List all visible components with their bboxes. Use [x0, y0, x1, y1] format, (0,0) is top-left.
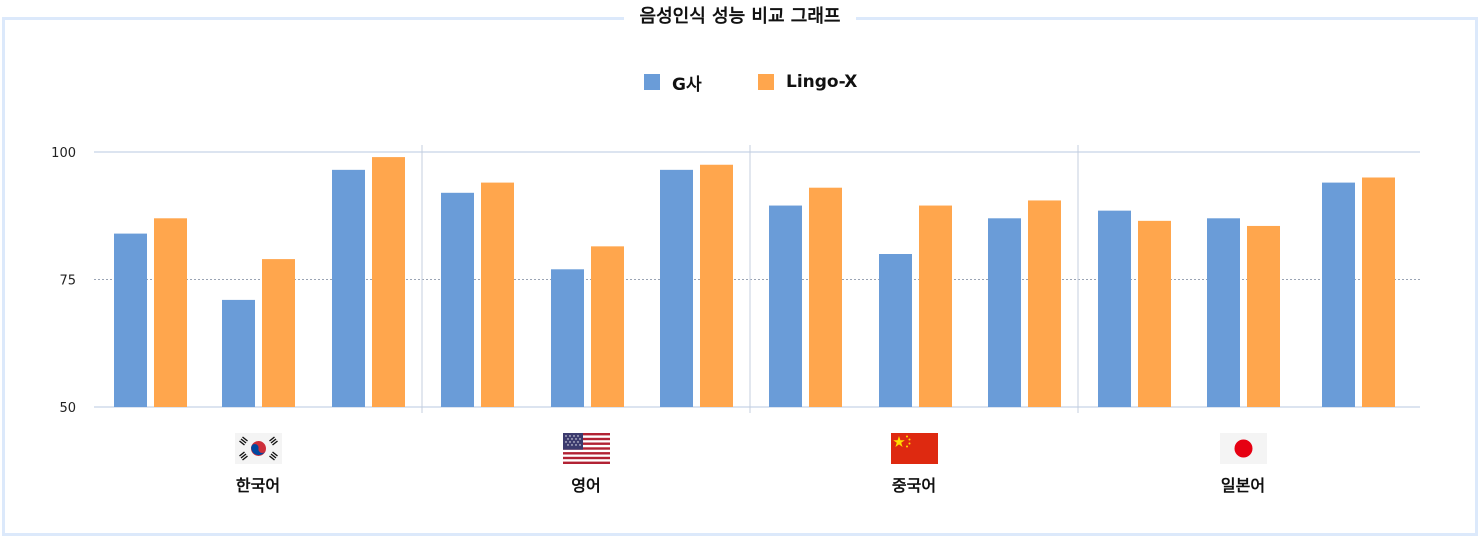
bar-g-12	[1322, 182, 1355, 407]
title-wrap: 음성인식 성능 비교 그래프	[0, 4, 1480, 30]
y-tick-label-50: 50	[59, 401, 76, 416]
bar-lingo-4	[481, 182, 514, 407]
legend-item-g[interactable]: G사	[644, 70, 702, 95]
bar-lingo-5	[591, 246, 624, 407]
bar-lingo-10	[1138, 220, 1171, 407]
bar-g-2	[222, 299, 255, 407]
bar-g-11	[1207, 218, 1240, 407]
bar-lingo-12	[1362, 177, 1395, 407]
legend: G사 Lingo-X	[0, 70, 1480, 95]
bar-g-1	[114, 233, 147, 407]
bar-lingo-8	[919, 205, 952, 407]
bar-g-3	[332, 169, 365, 407]
bar-g-8	[879, 254, 912, 407]
bar-lingo-6	[700, 164, 733, 407]
bar-g-6	[660, 169, 693, 407]
bar-lingo-3	[372, 157, 405, 407]
legend-item-lingo[interactable]: Lingo-X	[758, 70, 857, 94]
bar-lingo-1	[154, 218, 187, 407]
group-label-chinese: 중국어	[891, 476, 937, 495]
group-label-korean: 한국어	[235, 476, 281, 495]
legend-swatch-lingo	[758, 74, 774, 90]
bar-lingo-2	[262, 259, 295, 407]
bar-g-4	[441, 192, 474, 407]
bar-g-5	[551, 269, 584, 407]
group-label-japanese: 일본어	[1220, 476, 1266, 495]
bar-lingo-7	[809, 187, 842, 407]
japan-flag-icon	[1220, 433, 1267, 464]
bar-lingo-11	[1247, 225, 1280, 407]
bar-g-7	[769, 205, 802, 407]
legend-swatch-g	[644, 74, 660, 90]
legend-label-lingo: Lingo-X	[786, 72, 858, 92]
y-tick-label-75: 75	[59, 274, 76, 289]
china-flag-icon	[891, 433, 938, 464]
korea-flag-icon	[235, 433, 282, 464]
bar-g-10	[1098, 210, 1131, 407]
usa-flag-icon	[563, 433, 610, 464]
group-label-english: 영어	[571, 476, 601, 495]
bar-lingo-9	[1028, 200, 1061, 407]
legend-label-g: G사	[672, 74, 702, 95]
bar-g-9	[988, 218, 1021, 407]
y-tick-label-100: 100	[51, 146, 76, 161]
chart-title: 음성인식 성능 비교 그래프	[623, 4, 857, 30]
